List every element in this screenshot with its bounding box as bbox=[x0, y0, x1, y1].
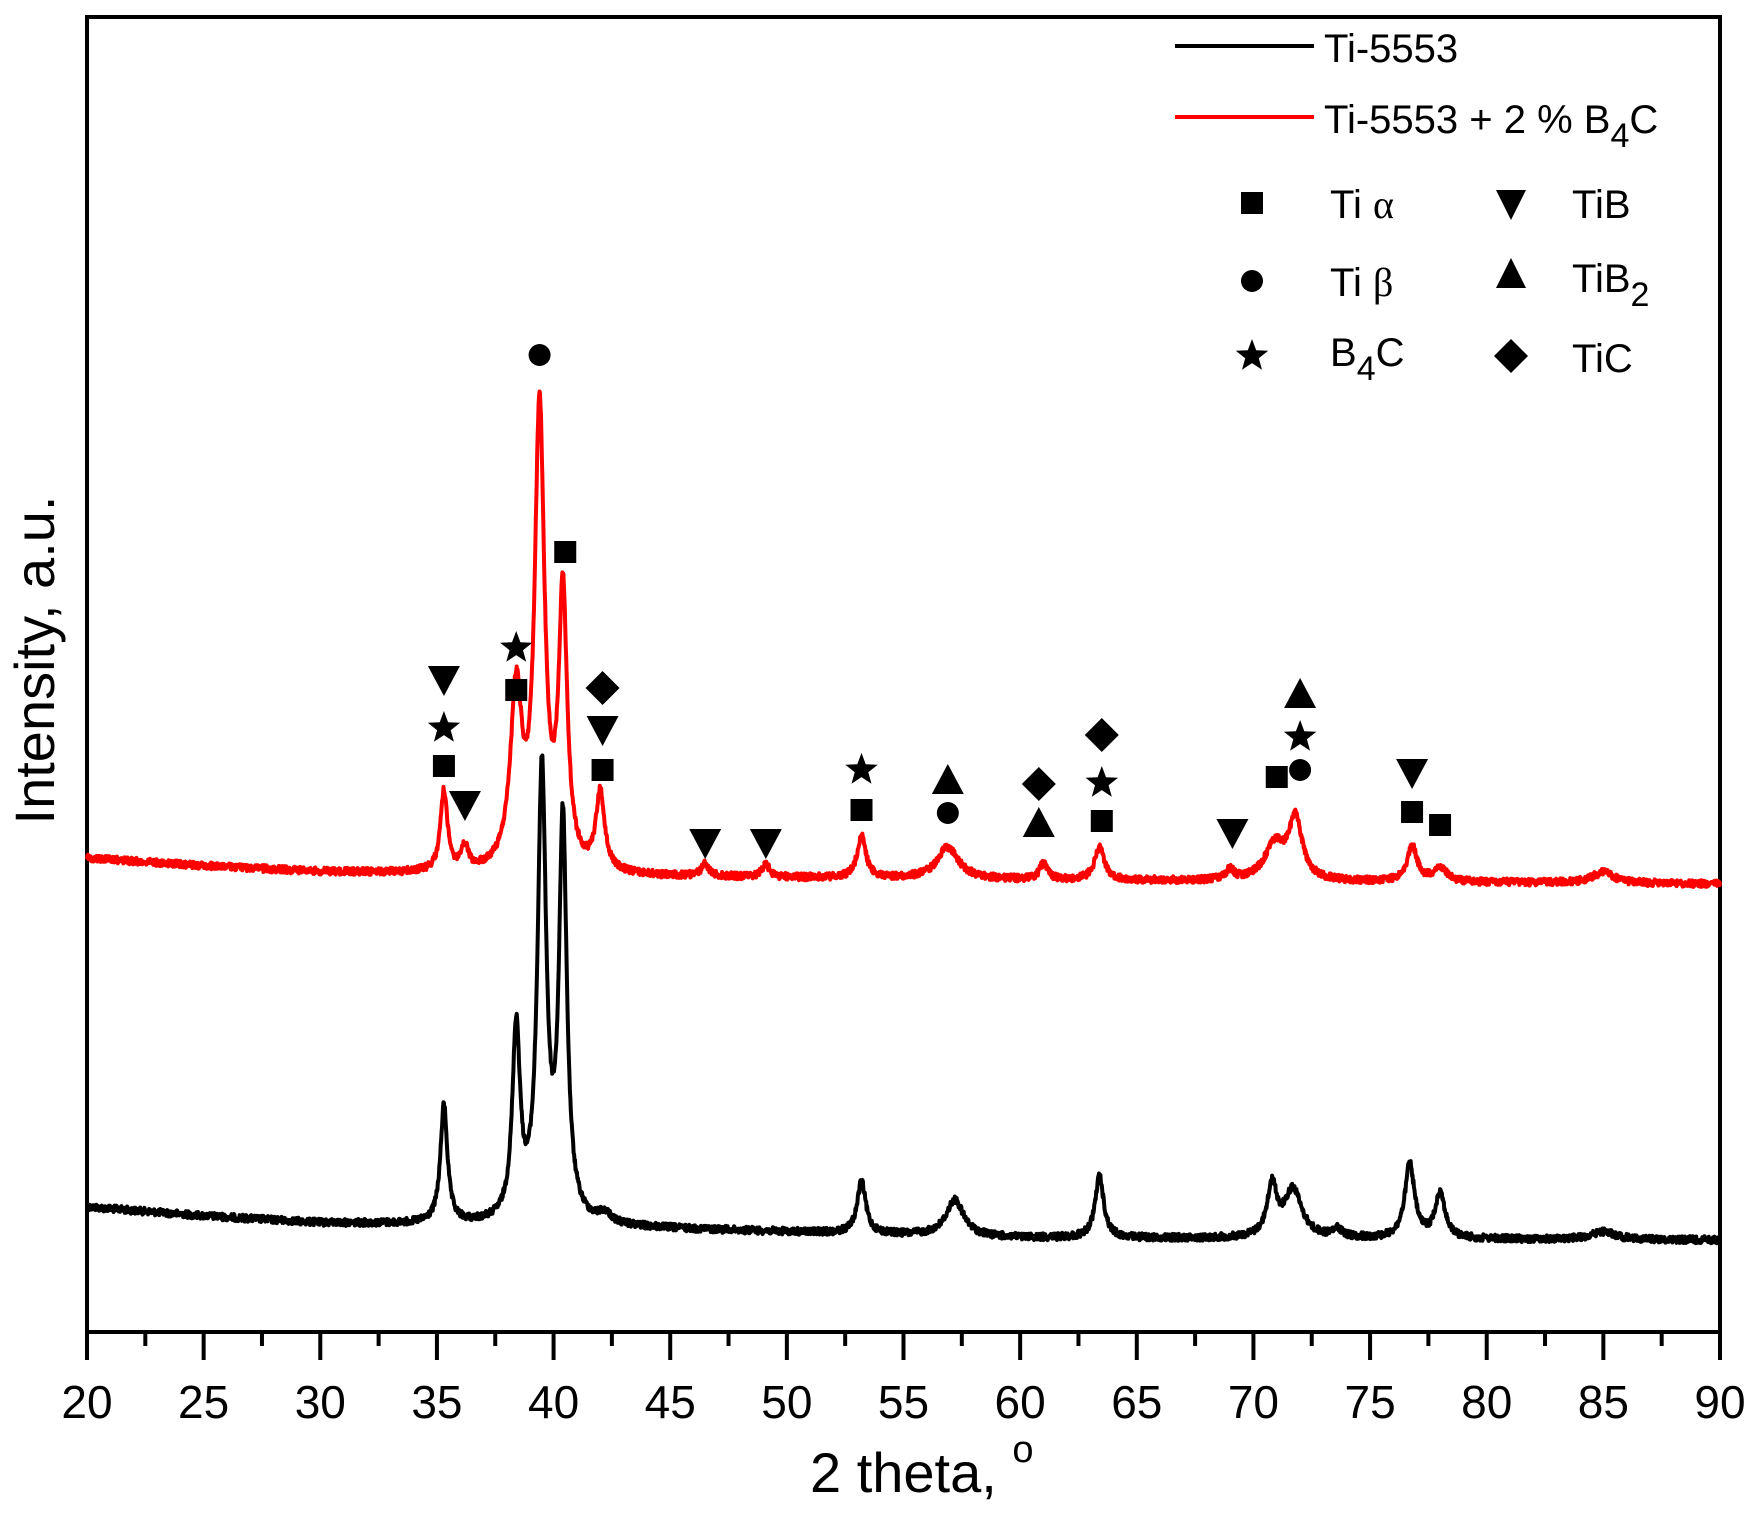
star-marker-icon bbox=[1283, 720, 1317, 751]
legend-b4c: B4C bbox=[1235, 331, 1405, 388]
x-tick-label: 45 bbox=[645, 1376, 696, 1428]
triangle-down-marker-icon bbox=[749, 829, 782, 859]
circle-marker-icon bbox=[528, 344, 551, 366]
triangle-up-marker-icon bbox=[931, 764, 964, 794]
square-marker-icon bbox=[1401, 801, 1424, 823]
x-tick-label: 30 bbox=[295, 1376, 346, 1428]
square-marker-icon bbox=[1241, 192, 1263, 214]
square-marker-icon bbox=[1429, 814, 1452, 836]
x-tick-label: 55 bbox=[878, 1376, 929, 1428]
triangle-down-marker-icon bbox=[1396, 759, 1429, 789]
triangle-down-marker-icon bbox=[1496, 190, 1526, 220]
triangle-down-marker-icon bbox=[448, 791, 481, 821]
x-tick-label: 60 bbox=[995, 1376, 1046, 1428]
star-marker-icon bbox=[1085, 766, 1118, 797]
x-tick-label: 85 bbox=[1578, 1376, 1629, 1428]
star-marker-icon bbox=[1235, 339, 1269, 370]
triangle-up-marker-icon bbox=[1284, 678, 1317, 708]
x-axis-title: 2 theta, o bbox=[810, 1429, 1034, 1504]
square-marker-icon bbox=[591, 759, 614, 781]
x-tick-label: 20 bbox=[61, 1376, 112, 1428]
x-tick-label: 50 bbox=[761, 1376, 812, 1428]
legend-ti-beta: Ti β bbox=[1241, 260, 1393, 305]
x-tick-label: 80 bbox=[1461, 1376, 1512, 1428]
legend-label-ti-beta: Ti β bbox=[1330, 260, 1393, 305]
legend-label-ti5553: Ti-5553 bbox=[1324, 27, 1458, 71]
legend-tib2: TiB2 bbox=[1496, 257, 1649, 314]
x-tick-label: 65 bbox=[1111, 1376, 1162, 1428]
x-tick-label: 90 bbox=[1694, 1376, 1745, 1428]
triangle-down-marker-icon bbox=[427, 666, 460, 696]
diamond-marker-icon bbox=[1084, 718, 1119, 752]
legend: Ti-5553 Ti-5553 + 2 % B4C Ti α Ti β B4C … bbox=[1175, 27, 1658, 388]
square-marker-icon bbox=[1090, 810, 1113, 832]
triangle-down-marker-icon bbox=[689, 829, 722, 859]
x-axis-ticks bbox=[85, 1332, 1722, 1360]
x-tick-label: 25 bbox=[178, 1376, 229, 1428]
legend-label-ti5553-b4c: Ti-5553 + 2 % B4C bbox=[1324, 98, 1658, 155]
legend-tib: TiB bbox=[1496, 183, 1631, 227]
legend-label-tib: TiB bbox=[1572, 183, 1631, 227]
circle-marker-icon bbox=[1241, 270, 1263, 292]
legend-label-tib2: TiB2 bbox=[1572, 257, 1649, 314]
legend-ti-alpha: Ti α bbox=[1241, 182, 1394, 227]
x-tick-label: 40 bbox=[528, 1376, 579, 1428]
triangle-down-marker-icon bbox=[586, 716, 619, 746]
x-tick-label: 70 bbox=[1228, 1376, 1279, 1428]
circle-marker-icon bbox=[1289, 759, 1312, 781]
square-marker-icon bbox=[505, 679, 528, 701]
square-marker-icon bbox=[554, 541, 577, 563]
data-curves bbox=[85, 389, 1722, 1246]
phase-markers bbox=[427, 344, 1452, 859]
square-marker-icon bbox=[850, 799, 873, 821]
diamond-marker-icon bbox=[1021, 767, 1056, 801]
square-marker-icon bbox=[432, 755, 455, 777]
circle-marker-icon bbox=[936, 802, 959, 824]
legend-label-tic: TiC bbox=[1572, 337, 1633, 381]
triangle-up-marker-icon bbox=[1022, 807, 1055, 837]
x-tick-label: 35 bbox=[411, 1376, 462, 1428]
legend-label-ti-alpha: Ti α bbox=[1330, 182, 1394, 227]
curve-ti5553 bbox=[85, 753, 1722, 1246]
legend-label-b4c: B4C bbox=[1330, 331, 1405, 388]
curve-ti5553-b4c bbox=[85, 389, 1722, 889]
diamond-marker-icon bbox=[1494, 339, 1528, 373]
x-tick-label: 75 bbox=[1344, 1376, 1395, 1428]
y-axis-title: Intensity, a.u. bbox=[3, 496, 66, 825]
plot-frame bbox=[85, 15, 1722, 1334]
star-marker-icon bbox=[845, 753, 878, 784]
legend-tic: TiC bbox=[1494, 337, 1633, 381]
x-axis-tick-labels: 20 25 30 35 40 45 50 55 60 65 70 75 80 85 90 bbox=[61, 1376, 1745, 1428]
triangle-down-marker-icon bbox=[1216, 819, 1249, 849]
star-marker-icon bbox=[500, 631, 533, 662]
square-marker-icon bbox=[1265, 766, 1288, 788]
diamond-marker-icon bbox=[585, 671, 620, 705]
triangle-up-marker-icon bbox=[1496, 258, 1526, 288]
star-marker-icon bbox=[427, 711, 461, 742]
